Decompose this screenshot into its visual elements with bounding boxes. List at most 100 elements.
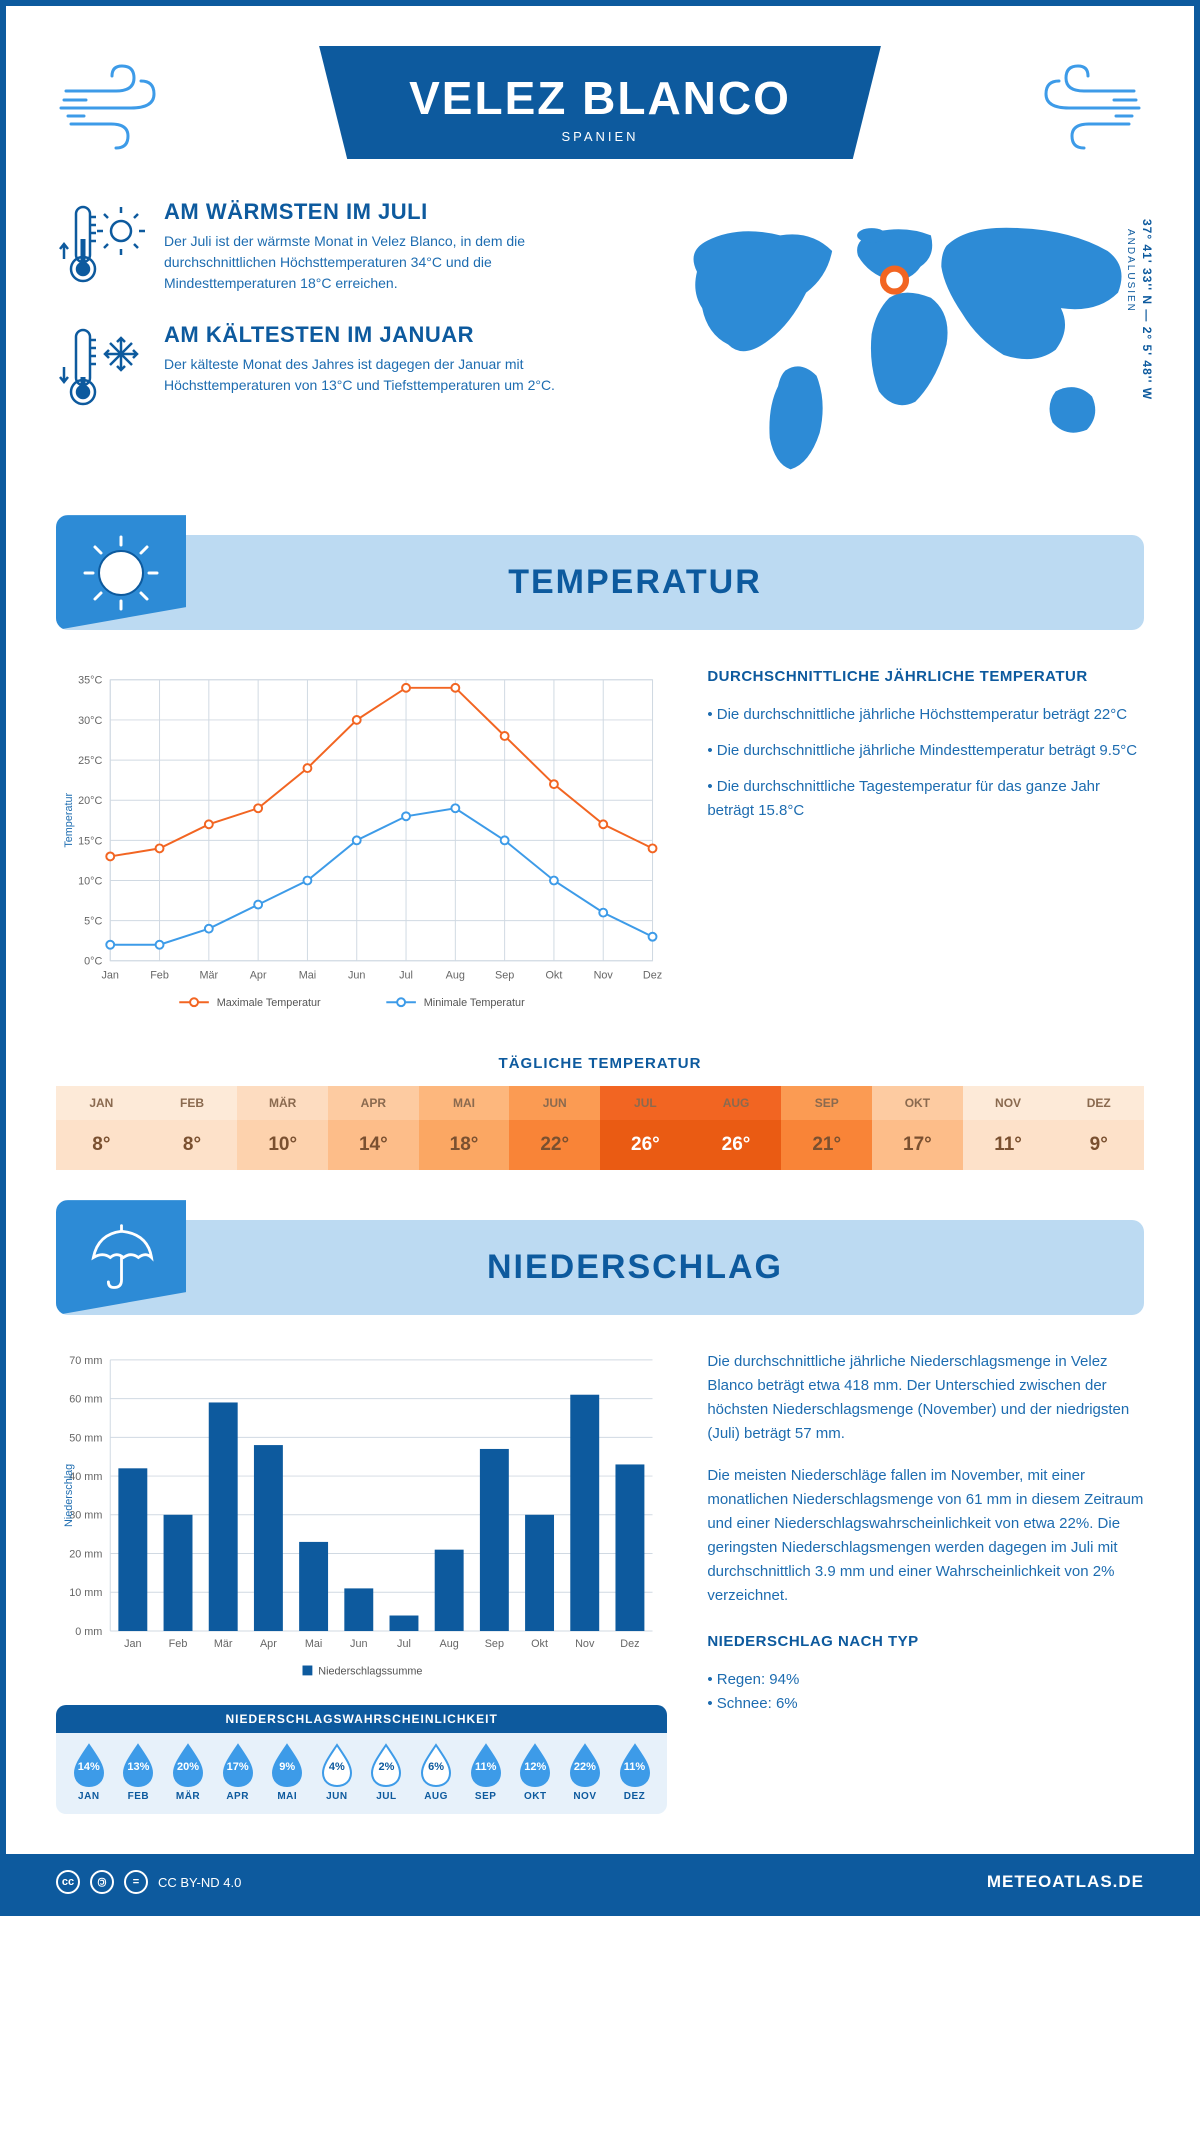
temp-table-cell: NOV 11° [963,1086,1054,1170]
drop-icon: 12% [517,1743,553,1787]
svg-text:Dez: Dez [620,1638,639,1650]
umbrella-icon [84,1220,159,1295]
precip-section-header: NIEDERSCHLAG [56,1220,1144,1315]
svg-text:10°C: 10°C [78,876,102,888]
svg-text:Sep: Sep [495,970,514,982]
svg-text:Okt: Okt [546,970,563,982]
coldest-block: AM KÄLTESTEN IM JANUAR Der kälteste Mona… [56,322,605,412]
drop-icon: 11% [468,1743,504,1787]
region-label: ANDALUSIEN [1125,229,1136,313]
precip-type-item: • Schnee: 6% [707,1692,1144,1716]
location-title: VELEZ BLANCO [409,71,791,125]
temp-bullet: • Die durchschnittliche jährliche Mindes… [707,739,1144,763]
drop-icon: 6% [418,1743,454,1787]
svg-text:5°C: 5°C [84,916,102,928]
temp-table-cell: AUG 26° [691,1086,782,1170]
precip-description: Die durchschnittliche jährliche Niedersc… [707,1350,1144,1814]
prob-cell: 13% FEB [114,1743,164,1802]
prob-cell: 11% DEZ [610,1743,660,1802]
temperature-section-header: TEMPERATUR [56,535,1144,630]
svg-text:50 mm: 50 mm [69,1432,102,1444]
svg-text:Minimale Temperatur: Minimale Temperatur [424,997,525,1009]
svg-text:35°C: 35°C [78,675,102,687]
drop-icon: 22% [567,1743,603,1787]
license-text: CC BY-ND 4.0 [158,1875,241,1890]
svg-text:30°C: 30°C [78,715,102,727]
temp-table-cell: APR 14° [328,1086,419,1170]
svg-text:Jan: Jan [102,970,119,982]
prob-cell: 20% MÄR [163,1743,213,1802]
prob-cell: 6% AUG [411,1743,461,1802]
svg-text:60 mm: 60 mm [69,1394,102,1406]
svg-text:Temperatur: Temperatur [63,793,75,848]
coldest-text: Der kälteste Monat des Jahres ist dagege… [164,354,605,396]
coldest-title: AM KÄLTESTEN IM JANUAR [164,322,605,348]
precip-p1: Die durchschnittliche jährliche Niedersc… [707,1350,1144,1446]
prob-cell: 2% JUL [362,1743,412,1802]
svg-text:Jul: Jul [399,970,413,982]
coords-label: 37° 41' 33'' N — 2° 5' 48'' W [1140,219,1154,400]
svg-text:10 mm: 10 mm [69,1587,102,1599]
svg-text:Mai: Mai [299,970,316,982]
svg-text:Sep: Sep [485,1638,504,1650]
prob-cell: 11% SEP [461,1743,511,1802]
svg-text:Niederschlagssumme: Niederschlagssumme [318,1665,422,1677]
warmest-block: AM WÄRMSTEN IM JULI Der Juli ist der wär… [56,199,605,294]
by-icon: 🄯 [90,1870,114,1894]
temperature-chart: 0°C5°C10°C15°C20°C25°C30°C35°CJanFebMärA… [56,665,667,1025]
prob-cell: 14% JAN [64,1743,114,1802]
temp-table-cell: SEP 21° [781,1086,872,1170]
temp-table-cell: OKT 17° [872,1086,963,1170]
svg-text:Niederschlag: Niederschlag [63,1464,75,1527]
precip-type-item: • Regen: 94% [707,1668,1144,1692]
drop-icon: 13% [120,1743,156,1787]
svg-text:Maximale Temperatur: Maximale Temperatur [217,997,321,1009]
prob-cell: 9% MAI [262,1743,312,1802]
prob-cell: 17% APR [213,1743,263,1802]
svg-text:Jun: Jun [350,1638,367,1650]
temp-table-cell: MÄR 10° [237,1086,328,1170]
svg-text:Okt: Okt [531,1638,548,1650]
temp-table-cell: MAI 18° [419,1086,510,1170]
svg-text:Aug: Aug [446,970,465,982]
temp-bullet: • Die durchschnittliche jährliche Höchst… [707,703,1144,727]
drop-icon: 17% [220,1743,256,1787]
precip-p2: Die meisten Niederschläge fallen im Nove… [707,1464,1144,1608]
temp-description: DURCHSCHNITTLICHE JÄHRLICHE TEMPERATUR •… [707,665,1144,1025]
svg-text:0°C: 0°C [84,956,102,968]
svg-text:Aug: Aug [440,1638,459,1650]
svg-text:Jan: Jan [124,1638,141,1650]
prob-cell: 4% JUN [312,1743,362,1802]
thermometer-hot-icon [56,199,146,289]
svg-text:0 mm: 0 mm [75,1626,102,1638]
daily-temp-table: JAN 8° FEB 8° MÄR 10° APR 14° MAI 18° JU… [56,1086,1144,1170]
precip-type-title: NIEDERSCHLAG NACH TYP [707,1630,1144,1654]
svg-text:20 mm: 20 mm [69,1549,102,1561]
svg-text:Feb: Feb [169,1638,188,1650]
svg-text:15°C: 15°C [78,835,102,847]
svg-text:Apr: Apr [250,970,267,982]
temp-bullet: • Die durchschnittliche Tagestemperatur … [707,775,1144,823]
svg-text:70 mm: 70 mm [69,1355,102,1367]
precip-probability-box: NIEDERSCHLAGSWAHRSCHEINLICHKEIT 14% JAN … [56,1705,667,1814]
footer: cc 🄯 = CC BY-ND 4.0 METEOATLAS.DE [6,1854,1194,1910]
temp-table-cell: JUN 22° [509,1086,600,1170]
sun-icon [81,533,161,613]
precipitation-chart: 0 mm10 mm20 mm30 mm40 mm50 mm60 mm70 mmN… [56,1350,667,1685]
svg-text:Jul: Jul [397,1638,411,1650]
warmest-title: AM WÄRMSTEN IM JULI [164,199,605,225]
daily-temp-title: TÄGLICHE TEMPERATUR [56,1055,1144,1072]
header: VELEZ BLANCO SPANIEN [56,46,1144,159]
prob-cell: 22% NOV [560,1743,610,1802]
svg-text:25°C: 25°C [78,755,102,767]
wind-icon [56,56,176,156]
drop-icon: 11% [617,1743,653,1787]
svg-text:Feb: Feb [150,970,169,982]
svg-text:Nov: Nov [575,1638,595,1650]
svg-text:Nov: Nov [594,970,614,982]
svg-text:Mär: Mär [214,1638,233,1650]
wind-icon [1024,56,1144,156]
temp-table-cell: JUL 26° [600,1086,691,1170]
svg-text:Dez: Dez [643,970,662,982]
site-name: METEOATLAS.DE [987,1872,1144,1892]
